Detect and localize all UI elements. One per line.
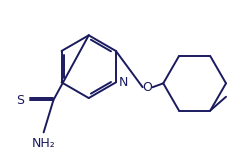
Text: NH₂: NH₂ (32, 137, 55, 150)
Text: N: N (118, 76, 128, 89)
Text: O: O (142, 81, 152, 94)
Text: S: S (16, 93, 24, 106)
